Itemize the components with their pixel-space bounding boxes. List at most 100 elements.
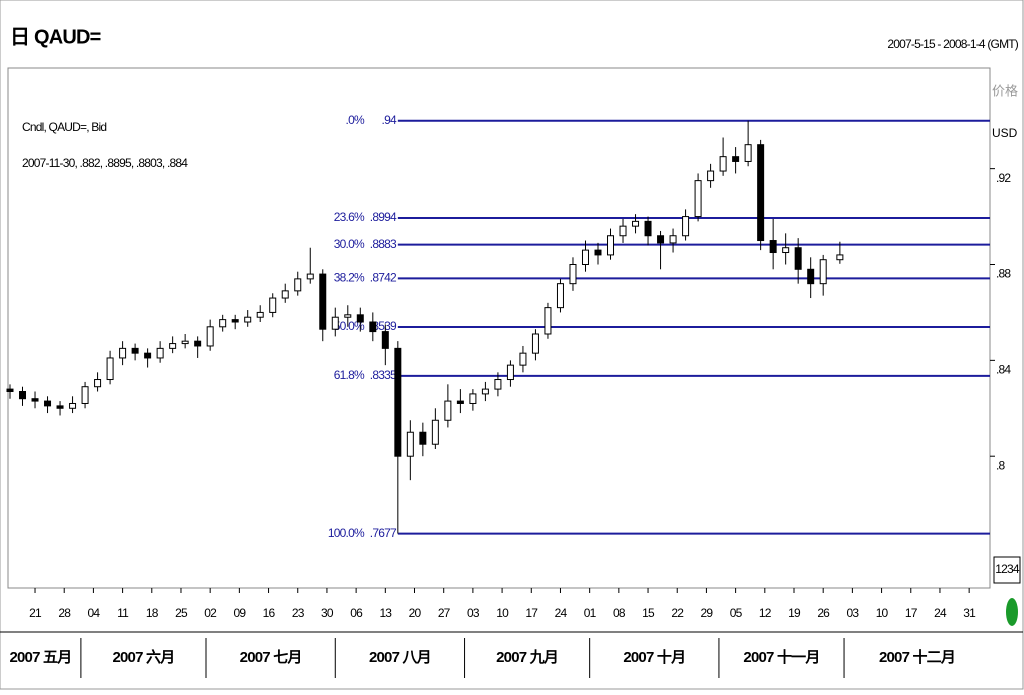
candle-body: [256, 311, 264, 318]
candle-body: [506, 364, 514, 381]
month-label: 2007 七月: [240, 649, 302, 666]
candle-body: [694, 180, 702, 218]
fib-value: .8539: [370, 319, 397, 333]
x-tick-label: 24: [934, 606, 947, 620]
fib-value: .7677: [370, 526, 397, 540]
candle-body: [344, 314, 352, 318]
candle-body: [444, 400, 452, 421]
x-tick-label: 28: [58, 606, 71, 620]
candle-body: [594, 249, 602, 256]
candle-body: [782, 247, 790, 254]
fib-pct: 38.2%: [334, 271, 365, 285]
candle-body: [131, 347, 139, 354]
x-tick-label: 12: [759, 606, 772, 620]
x-tick-label: 10: [876, 606, 889, 620]
candle-body: [306, 273, 314, 280]
fib-pct: .0%: [346, 113, 365, 127]
month-label: 2007 六月: [112, 648, 174, 666]
candle-body: [469, 393, 477, 404]
candle-body: [657, 235, 665, 244]
y-tick-label: .8: [996, 458, 1006, 472]
month-label: 2007 十二月: [879, 648, 955, 666]
y-axis-title: 价格: [992, 83, 1018, 98]
candle-body: [757, 144, 765, 242]
candle-body: [406, 431, 414, 457]
candle-body: [381, 331, 389, 349]
candle-body: [394, 347, 402, 457]
x-tick-label: 17: [905, 606, 918, 620]
x-tick-label: 01: [584, 606, 597, 620]
candle-body: [269, 297, 277, 313]
x-tick-label: 30: [321, 606, 334, 620]
candle-body: [836, 254, 844, 261]
fib-pct: 50.0%: [334, 319, 365, 333]
month-label: 2007 十一月: [743, 648, 819, 666]
candle-body: [119, 347, 127, 359]
candle-body: [369, 321, 377, 333]
candle-body: [794, 247, 802, 270]
chart-title: 日 QAUD=: [10, 26, 101, 48]
candle-body: [632, 220, 640, 227]
fib-value: .8883: [370, 237, 397, 251]
x-tick-label: 05: [730, 606, 743, 620]
candle-body: [531, 333, 539, 354]
y-tick-label: .92: [996, 171, 1011, 185]
x-tick-label: 08: [613, 606, 626, 620]
y-tick-label: .84: [996, 363, 1011, 377]
fib-value: .8335: [370, 368, 397, 382]
x-tick-label: 15: [642, 606, 655, 620]
x-tick-label: 03: [847, 606, 860, 620]
candle-body: [19, 391, 27, 400]
x-tick-label: 19: [788, 606, 801, 620]
fib-pct: 23.6%: [334, 210, 365, 224]
x-tick-label: 11: [117, 606, 129, 620]
y-axis-unit: USD: [992, 126, 1018, 140]
candle-body: [181, 340, 189, 345]
candle-body: [156, 347, 164, 359]
corner-label: 1234: [995, 562, 1020, 576]
candle-body: [356, 314, 364, 323]
candle-body: [719, 156, 727, 172]
x-tick-label: 24: [555, 606, 568, 620]
candle-body: [569, 263, 577, 285]
candle-body: [556, 283, 564, 309]
candle-body: [669, 235, 677, 244]
candle-body: [519, 352, 527, 366]
candle-body: [194, 340, 202, 347]
candle-body: [219, 319, 227, 328]
candle-body: [644, 220, 652, 237]
candle-body: [732, 156, 740, 162]
candle-body: [319, 273, 327, 330]
x-tick-label: 16: [263, 606, 276, 620]
x-tick-label: 13: [379, 606, 392, 620]
candle-body: [144, 352, 152, 359]
x-tick-label: 10: [496, 606, 509, 620]
fib-value: .8994: [370, 210, 397, 224]
x-tick-label: 29: [701, 606, 714, 620]
candle-body: [94, 379, 102, 388]
x-tick-label: 06: [350, 606, 363, 620]
candle-body: [106, 357, 114, 381]
x-tick-label: 17: [525, 606, 538, 620]
fib-pct: 61.8%: [334, 368, 365, 382]
candle-body: [169, 343, 177, 349]
candle-body: [607, 235, 615, 256]
candle-body: [819, 259, 827, 285]
candle-body: [56, 405, 64, 409]
month-label: 2007 八月: [369, 649, 431, 666]
x-tick-label: 18: [146, 606, 159, 620]
candle-body: [419, 431, 427, 445]
y-tick-label: .88: [996, 267, 1011, 281]
x-tick-label: 26: [817, 606, 830, 620]
status-dot: [1006, 598, 1018, 626]
x-tick-label: 23: [292, 606, 305, 620]
x-tick-label: 25: [175, 606, 188, 620]
fib-pct: 30.0%: [334, 237, 365, 251]
candle-body: [231, 319, 239, 323]
candle-body: [206, 326, 214, 347]
x-tick-label: 27: [438, 606, 451, 620]
x-tick-label: 22: [671, 606, 684, 620]
fib-pct: 100.0%: [328, 526, 365, 540]
x-tick-label: 02: [204, 606, 217, 620]
x-tick-label: 21: [29, 606, 42, 620]
